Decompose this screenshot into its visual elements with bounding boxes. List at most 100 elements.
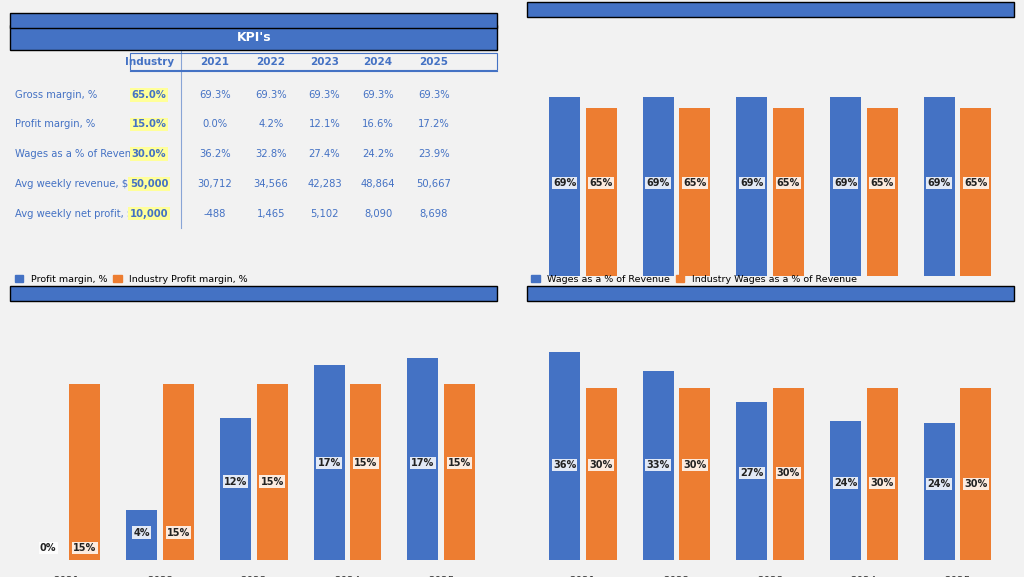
FancyBboxPatch shape xyxy=(10,13,498,28)
Text: 24%: 24% xyxy=(834,478,857,488)
Bar xyxy=(408,358,438,560)
Bar xyxy=(163,384,194,560)
Text: 8,698: 8,698 xyxy=(420,209,449,219)
Bar xyxy=(924,422,954,560)
Text: 17%: 17% xyxy=(317,458,341,468)
Bar xyxy=(679,108,711,276)
Text: 69.3%: 69.3% xyxy=(255,90,287,100)
Bar xyxy=(679,388,711,560)
Text: -488: -488 xyxy=(204,209,226,219)
Text: 65.0%: 65.0% xyxy=(132,90,167,100)
Text: 65%: 65% xyxy=(965,178,987,188)
Text: 2022: 2022 xyxy=(664,293,690,302)
Text: 30.0%: 30.0% xyxy=(132,149,166,159)
Bar xyxy=(220,418,251,560)
Text: 16.6%: 16.6% xyxy=(362,119,394,129)
Legend: Profit margin, %, Industry Profit margin, %: Profit margin, %, Industry Profit margin… xyxy=(15,275,248,284)
Bar xyxy=(350,384,381,560)
Text: 69.3%: 69.3% xyxy=(199,90,230,100)
Text: 0%: 0% xyxy=(40,544,56,553)
Text: 23.9%: 23.9% xyxy=(418,149,450,159)
Text: 32.8%: 32.8% xyxy=(255,149,287,159)
Text: 2021: 2021 xyxy=(201,57,229,67)
Text: 2021: 2021 xyxy=(569,293,596,302)
Bar xyxy=(643,372,674,560)
Text: 50,667: 50,667 xyxy=(417,179,452,189)
Bar xyxy=(586,388,616,560)
Bar xyxy=(866,388,898,560)
Text: 30%: 30% xyxy=(683,460,707,470)
Text: 69%: 69% xyxy=(834,178,857,188)
Text: 30%: 30% xyxy=(777,468,800,478)
Text: 69%: 69% xyxy=(646,178,670,188)
Text: 2024: 2024 xyxy=(364,57,392,67)
Bar xyxy=(830,421,861,560)
Bar xyxy=(736,96,767,276)
Text: 17.2%: 17.2% xyxy=(418,119,450,129)
Text: 27.4%: 27.4% xyxy=(308,149,340,159)
Text: 65%: 65% xyxy=(590,178,612,188)
Legend: Wages as a % of Revenue, Industry Wages as a % of Revenue: Wages as a % of Revenue, Industry Wages … xyxy=(531,275,857,284)
Text: 24%: 24% xyxy=(928,479,951,489)
Text: 69.3%: 69.3% xyxy=(418,90,450,100)
Text: 33%: 33% xyxy=(646,460,670,470)
Text: 27%: 27% xyxy=(740,468,764,478)
Text: 65%: 65% xyxy=(683,178,707,188)
Text: 30,712: 30,712 xyxy=(198,179,232,189)
Bar xyxy=(126,511,158,560)
Text: 69.3%: 69.3% xyxy=(308,90,340,100)
Bar xyxy=(961,108,991,276)
Text: 12%: 12% xyxy=(224,477,247,486)
Text: 24.2%: 24.2% xyxy=(362,149,394,159)
Text: 65%: 65% xyxy=(777,178,800,188)
Text: Industry: Industry xyxy=(125,57,174,67)
Text: 2024: 2024 xyxy=(851,293,878,302)
Bar xyxy=(257,384,288,560)
Text: 2022: 2022 xyxy=(256,57,286,67)
Text: 69%: 69% xyxy=(740,178,764,188)
Text: 30%: 30% xyxy=(965,479,987,489)
Bar xyxy=(444,384,475,560)
Text: 4%: 4% xyxy=(133,527,151,538)
Text: 15%: 15% xyxy=(260,477,284,486)
Text: 15%: 15% xyxy=(354,458,378,468)
Bar xyxy=(313,365,345,560)
Text: 42,283: 42,283 xyxy=(307,179,342,189)
Text: Avg weekly net profit, $: Avg weekly net profit, $ xyxy=(15,209,133,219)
Text: 4.2%: 4.2% xyxy=(258,119,284,129)
Text: 50,000: 50,000 xyxy=(130,179,168,189)
Bar xyxy=(773,108,804,276)
Text: Avg weekly revenue, $: Avg weekly revenue, $ xyxy=(15,179,128,189)
Text: 12.1%: 12.1% xyxy=(308,119,340,129)
Text: KPI's: KPI's xyxy=(237,31,271,44)
Bar xyxy=(586,108,616,276)
FancyBboxPatch shape xyxy=(10,25,498,50)
Text: 36.2%: 36.2% xyxy=(199,149,230,159)
Bar xyxy=(830,96,861,276)
Text: 69%: 69% xyxy=(928,178,951,188)
Text: 15%: 15% xyxy=(73,544,96,553)
Bar xyxy=(924,96,954,276)
Text: 15.0%: 15.0% xyxy=(131,119,167,129)
Text: 30%: 30% xyxy=(590,460,612,470)
Text: 65%: 65% xyxy=(870,178,894,188)
Text: Profit margin, %: Profit margin, % xyxy=(15,119,95,129)
Text: 2023: 2023 xyxy=(757,293,783,302)
Text: Wages as a % of Revenue: Wages as a % of Revenue xyxy=(15,149,143,159)
Bar xyxy=(736,402,767,560)
Text: 34,566: 34,566 xyxy=(254,179,288,189)
FancyBboxPatch shape xyxy=(526,2,1014,17)
Text: 2025: 2025 xyxy=(944,293,971,302)
Bar xyxy=(549,352,580,560)
Bar xyxy=(961,388,991,560)
Text: 30%: 30% xyxy=(870,478,894,488)
Text: 15%: 15% xyxy=(167,527,190,538)
FancyBboxPatch shape xyxy=(10,286,498,301)
Text: 2025: 2025 xyxy=(420,57,449,67)
Text: 10,000: 10,000 xyxy=(130,209,168,219)
Text: 69%: 69% xyxy=(553,178,577,188)
Text: 2023: 2023 xyxy=(310,57,339,67)
Bar xyxy=(643,96,674,276)
Text: 1,465: 1,465 xyxy=(257,209,285,219)
Text: 17%: 17% xyxy=(412,458,434,468)
